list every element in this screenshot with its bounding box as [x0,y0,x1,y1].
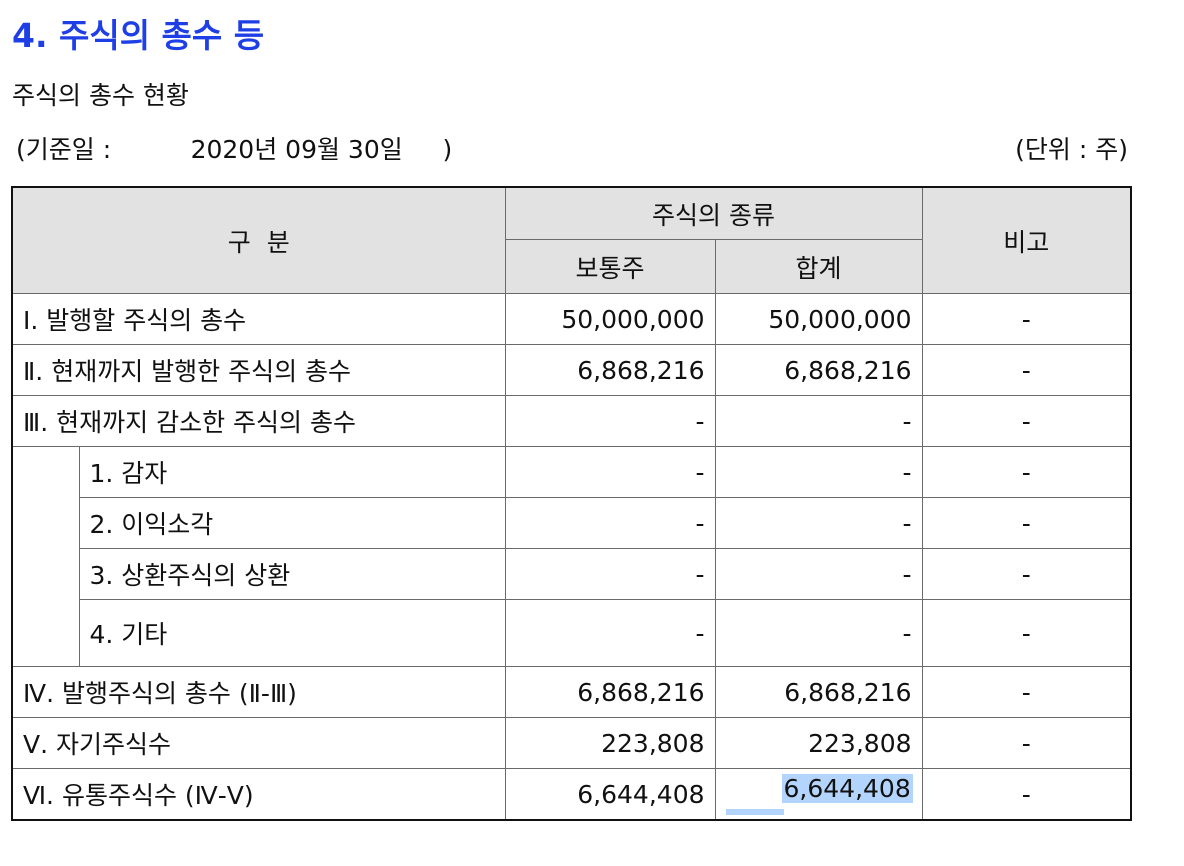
header-total: 합계 [714,239,923,294]
common-value: 50,000,000 [504,293,716,345]
selection-highlight [725,808,784,815]
common-value: 6,644,408 [504,768,716,821]
header-category: 구 분 [11,186,506,294]
base-date-value: 2020년 09월 30일 [190,135,403,164]
header-row: 구 분 주식의 종류 비고 [11,186,1132,294]
common-value: - [504,497,716,549]
table-row: 1. 감자 - - - [11,446,1132,667]
row-label: Ⅱ. 현재까지 발행한 주식의 총수 [11,344,506,396]
row-label: Ⅰ. 발행할 주식의 총수 [11,293,506,345]
table-row: Ⅰ. 발행할 주식의 총수 50,000,000 50,000,000 - [11,293,1132,345]
row-label: 1. 감자 [78,446,506,498]
table-row: Ⅴ. 자기주식수 223,808 223,808 - [11,717,1132,769]
row-label: 2. 이익소각 [78,497,506,549]
total-value: - [714,395,923,447]
common-value: 6,868,216 [504,344,716,396]
total-value: - [714,599,923,667]
remarks-value: - [921,293,1132,345]
total-value: - [714,446,923,498]
base-date: (기준일 : 2020년 09월 30일 ) [16,132,452,168]
unit-label: (단위 : 주) [1015,135,1128,164]
total-value: - [714,548,923,600]
indent-cell [11,446,80,667]
total-value: 50,000,000 [714,293,923,345]
common-value: - [504,599,716,667]
common-value: - [504,548,716,600]
row-label: Ⅲ. 현재까지 감소한 주식의 총수 [11,395,506,447]
remarks-value: - [921,395,1132,447]
remarks-value: - [921,446,1132,498]
total-value: 223,808 [714,717,923,769]
selected-text[interactable]: 6,644,408 [781,773,913,803]
header-remarks: 비고 [921,186,1132,294]
remarks-value: - [921,768,1132,821]
table-row: 3. 상환주식의 상환 - - - [12,548,1132,600]
total-value-selected[interactable]: 6,644,408 [714,768,923,821]
table-subtitle: 주식의 총수 현황 [12,81,189,110]
remarks-value: - [921,497,1132,549]
common-value: - [504,395,716,447]
remarks-value: - [921,548,1132,600]
table-row: 4. 기타 - - - [12,599,1132,667]
row-label: Ⅵ. 유통주식수 (Ⅳ-Ⅴ) [11,768,506,821]
table-row: Ⅵ. 유통주식수 (Ⅳ-Ⅴ) 6,644,408 6,644,408 - [11,768,1132,821]
remarks-value: - [921,666,1132,718]
total-value: 6,868,216 [714,666,923,718]
header-stock-type: 주식의 종류 [504,186,923,240]
base-date-close: ) [442,135,453,164]
remarks-value: - [921,344,1132,396]
row-label: 4. 기타 [78,599,506,667]
base-date-label: (기준일 : [16,135,112,164]
table-row: 2. 이익소각 - - - [12,497,1132,549]
share-count-table: 구 분 주식의 종류 비고 보통주 합계 Ⅰ. 발행할 주식의 총수 50,00… [11,186,1133,821]
row-label: Ⅳ. 발행주식의 총수 (Ⅱ-Ⅲ) [11,666,506,718]
section-title: 4. 주식의 총수 등 [12,16,265,55]
common-value: - [504,446,716,498]
row-label: Ⅴ. 자기주식수 [11,717,506,769]
table-row: Ⅳ. 발행주식의 총수 (Ⅱ-Ⅲ) 6,868,216 6,868,216 - [11,666,1132,718]
common-value: 223,808 [504,717,716,769]
header-subrow: 보통주 합계 [12,239,1131,294]
remarks-value: - [921,717,1132,769]
remarks-value: - [921,599,1132,667]
common-value: 6,868,216 [504,666,716,718]
table-row: Ⅱ. 현재까지 발행한 주식의 총수 6,868,216 6,868,216 - [11,344,1132,396]
header-common: 보통주 [504,239,716,294]
total-value: 6,868,216 [714,344,923,396]
row-label: 3. 상환주식의 상환 [78,548,506,600]
table-row: Ⅲ. 현재까지 감소한 주식의 총수 - - - [11,395,1132,447]
total-value: - [714,497,923,549]
